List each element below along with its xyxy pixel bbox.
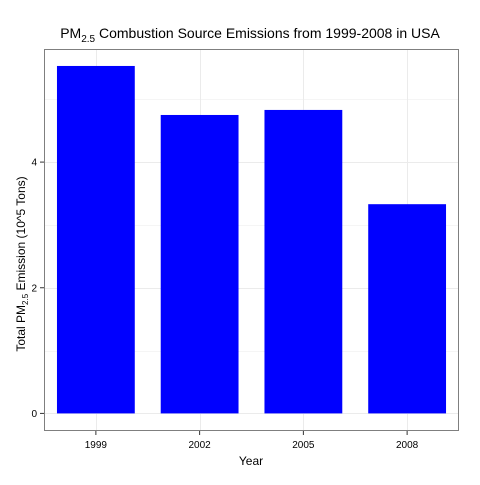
- y-tick-label: 4: [31, 158, 37, 169]
- axes: 0 2 4 1999 2002 2005 2008: [31, 158, 418, 451]
- y-tick-label: 0: [31, 409, 37, 420]
- y-tick-label: 2: [31, 283, 37, 294]
- chart-title-subscript: 2.5: [81, 34, 95, 45]
- y-axis-label: Total PM2.5 Emission (10^5 Tons): [14, 176, 30, 351]
- panel-border: [44, 49, 459, 431]
- bar-2002: [160, 114, 239, 414]
- y-axis-label-prefix: Total PM: [14, 305, 28, 352]
- chart-title-suffix: Combustion Source Emissions from 1999-20…: [95, 25, 440, 41]
- bar-1999: [56, 65, 135, 414]
- chart-title: PM2.5 Combustion Source Emissions from 1…: [60, 25, 440, 45]
- bar-2005: [264, 109, 343, 414]
- x-tick-label: 2005: [292, 440, 315, 451]
- y-axis-label-subscript: 2.5: [21, 293, 30, 305]
- x-tick-label: 2002: [189, 440, 212, 451]
- bar-2008: [368, 204, 447, 414]
- y-axis-label-suffix: Emission (10^5 Tons): [14, 176, 28, 293]
- x-tick-label: 1999: [85, 440, 108, 451]
- x-tick-label: 2008: [396, 440, 419, 451]
- chart-title-prefix: PM: [60, 25, 81, 41]
- x-axis-label: Year: [239, 454, 263, 468]
- bars: [56, 65, 447, 414]
